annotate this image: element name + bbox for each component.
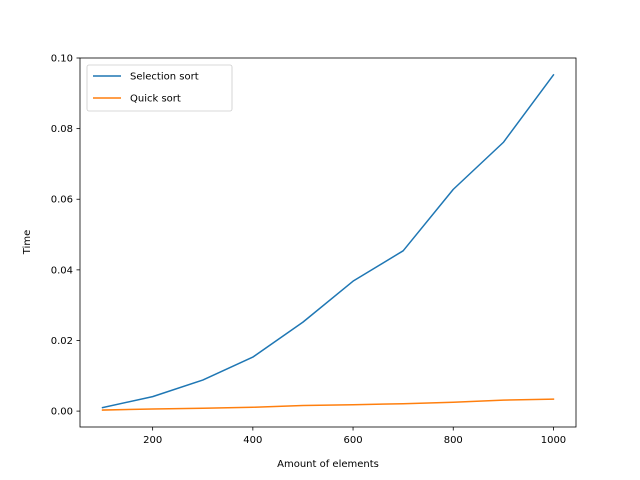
x-tick-label: 1000 bbox=[541, 435, 566, 446]
legend: Selection sort Quick sort bbox=[86, 64, 233, 112]
x-tick-label: 600 bbox=[344, 435, 363, 446]
series-line-1 bbox=[101, 73, 555, 409]
y-axis-label: Time bbox=[22, 230, 33, 255]
x-axis-label: Amount of elements bbox=[277, 459, 379, 470]
y-tick-label: 0.08 bbox=[51, 124, 73, 135]
legend-label-2: Quick sort bbox=[130, 94, 181, 105]
x-tick-label: 400 bbox=[243, 435, 262, 446]
axes-layer: 200 400 600 800 1000 0.00 0.02 0.04 0.06 0.08 0.10 bbox=[51, 54, 577, 446]
x-tick-label: 200 bbox=[143, 435, 162, 446]
series-layer bbox=[101, 73, 555, 411]
y-tick-label: 0.02 bbox=[51, 336, 73, 347]
y-tick-label: 0.10 bbox=[51, 54, 73, 65]
plot-frame bbox=[79, 57, 577, 428]
y-tick-label: 0.06 bbox=[51, 195, 73, 206]
y-tick-label: 0.00 bbox=[51, 407, 73, 418]
series-line-2 bbox=[101, 398, 555, 411]
legend-label-1: Selection sort bbox=[130, 72, 199, 83]
legend-box bbox=[86, 64, 233, 112]
y-tick-label: 0.04 bbox=[51, 265, 73, 276]
x-tick-label: 800 bbox=[444, 435, 463, 446]
